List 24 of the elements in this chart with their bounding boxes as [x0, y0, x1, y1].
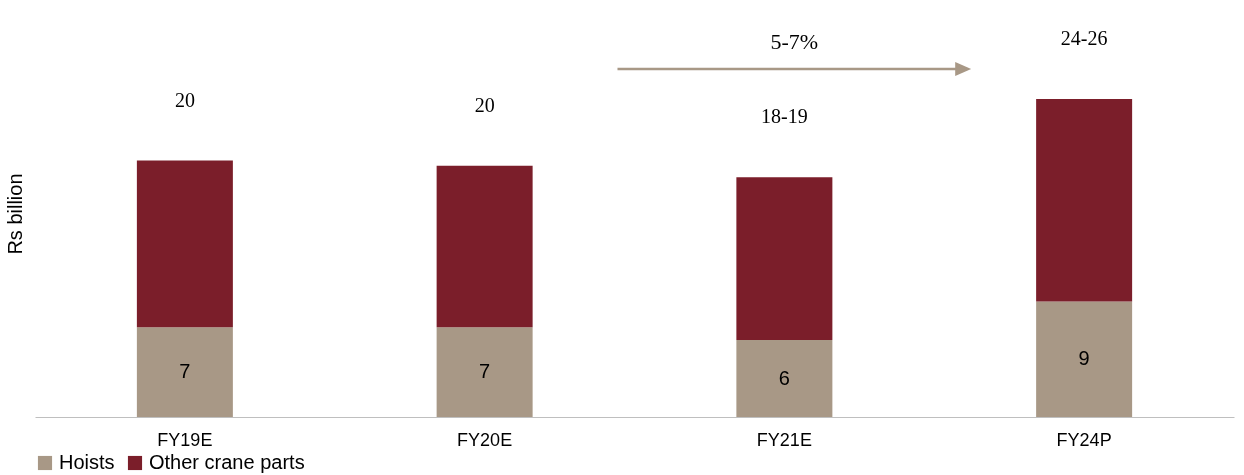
- bar: [436, 165, 533, 328]
- bar: [736, 177, 833, 341]
- legend-label: Other crane parts: [149, 451, 305, 473]
- bar: [436, 327, 533, 417]
- bar: [1036, 301, 1133, 417]
- bar: [736, 340, 833, 417]
- total-label: 24-26: [1060, 27, 1108, 50]
- x-tick-label: FY21E: [756, 429, 812, 450]
- data-label: 9: [1078, 347, 1090, 370]
- data-label: 6: [778, 366, 790, 389]
- data-label: 7: [179, 360, 191, 383]
- data-label: 7: [479, 360, 491, 383]
- x-tick-label: FY20E: [457, 429, 513, 450]
- bar: [136, 327, 233, 417]
- total-label: 20: [174, 88, 195, 111]
- legend-label: Hoists: [59, 451, 115, 473]
- y-axis-title: Rs billion: [3, 173, 26, 255]
- bar: [1036, 99, 1133, 302]
- bar: [136, 160, 233, 328]
- total-label: 18-19: [761, 105, 808, 128]
- total-label: 20: [474, 93, 495, 116]
- x-tick-label: FY24P: [1056, 429, 1112, 450]
- x-tick-label: FY19E: [157, 429, 213, 450]
- text: 5-7%: [770, 29, 819, 56]
